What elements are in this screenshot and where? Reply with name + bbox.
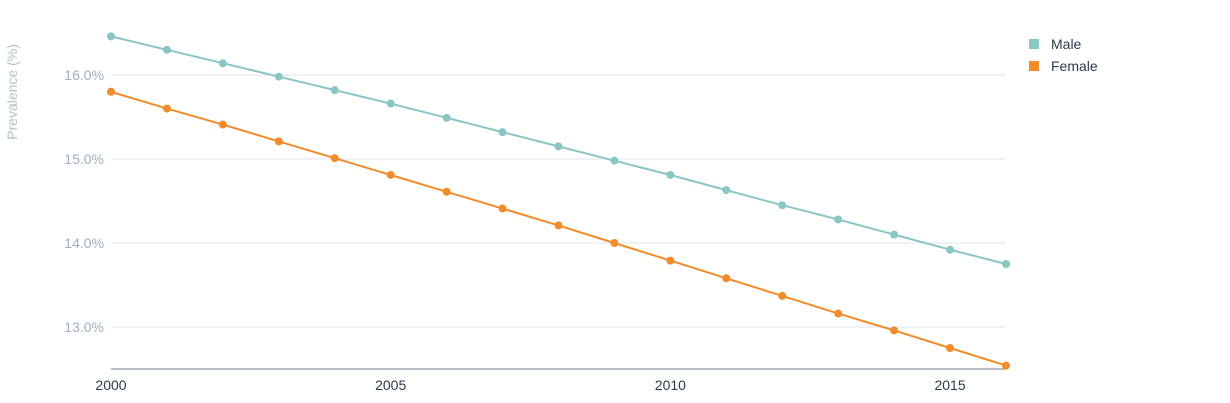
data-point-male[interactable] bbox=[722, 186, 731, 195]
data-point-female[interactable] bbox=[274, 137, 283, 146]
data-point-female[interactable] bbox=[386, 170, 395, 179]
data-point-female[interactable] bbox=[218, 120, 227, 129]
x-tick-label: 2010 bbox=[655, 377, 686, 393]
data-point-female[interactable] bbox=[554, 221, 563, 230]
x-tick-label: 2005 bbox=[375, 377, 406, 393]
data-point-female[interactable] bbox=[890, 326, 899, 335]
data-point-female[interactable] bbox=[498, 204, 507, 213]
data-point-male[interactable] bbox=[890, 230, 899, 239]
data-point-male[interactable] bbox=[162, 45, 171, 54]
data-point-male[interactable] bbox=[107, 32, 115, 41]
data-point-male[interactable] bbox=[946, 245, 955, 254]
x-tick-label: 2000 bbox=[95, 377, 126, 393]
data-point-male[interactable] bbox=[442, 113, 451, 122]
x-axis: 2000 2005 2010 2015 bbox=[95, 368, 1006, 393]
data-point-male[interactable] bbox=[610, 156, 619, 165]
data-point-female[interactable] bbox=[722, 274, 731, 283]
legend-item-male[interactable]: Male bbox=[1029, 33, 1098, 55]
data-point-female[interactable] bbox=[778, 291, 787, 300]
data-point-male[interactable] bbox=[1002, 260, 1010, 268]
legend-item-female[interactable]: Female bbox=[1029, 55, 1098, 77]
y-tick-label: 15.0% bbox=[64, 151, 104, 167]
y-axis-title: Prevalence (%) bbox=[4, 44, 20, 140]
series-group bbox=[107, 32, 1010, 370]
legend-label-female: Female bbox=[1051, 58, 1098, 74]
data-point-male[interactable] bbox=[330, 86, 339, 95]
data-point-male[interactable] bbox=[218, 59, 227, 68]
data-point-male[interactable] bbox=[778, 201, 787, 210]
x-tick-label: 2015 bbox=[934, 377, 965, 393]
data-point-female[interactable] bbox=[610, 239, 619, 247]
data-point-male[interactable] bbox=[666, 170, 675, 179]
data-point-female[interactable] bbox=[946, 344, 955, 352]
data-point-male[interactable] bbox=[834, 215, 843, 224]
data-point-female[interactable] bbox=[442, 187, 451, 196]
data-point-female[interactable] bbox=[107, 87, 115, 96]
y-tick-label: 13.0% bbox=[64, 319, 104, 335]
legend: Male Female bbox=[1029, 33, 1098, 77]
y-tick-label: 14.0% bbox=[64, 235, 104, 251]
data-point-male[interactable] bbox=[554, 142, 563, 151]
legend-swatch-female bbox=[1029, 61, 1039, 71]
data-point-female[interactable] bbox=[1002, 361, 1010, 370]
legend-swatch-male bbox=[1029, 39, 1039, 49]
data-point-female[interactable] bbox=[834, 309, 843, 318]
data-point-male[interactable] bbox=[386, 99, 395, 108]
y-tick-label: 16.0% bbox=[64, 67, 104, 83]
gridlines bbox=[111, 74, 1006, 328]
data-point-female[interactable] bbox=[162, 104, 171, 113]
y-axis: 13.0% 14.0% 15.0% 16.0% bbox=[64, 67, 104, 335]
data-point-female[interactable] bbox=[330, 154, 339, 163]
data-point-male[interactable] bbox=[498, 128, 507, 137]
legend-label-male: Male bbox=[1051, 36, 1082, 52]
data-point-female[interactable] bbox=[666, 256, 675, 265]
data-point-male[interactable] bbox=[274, 72, 283, 81]
